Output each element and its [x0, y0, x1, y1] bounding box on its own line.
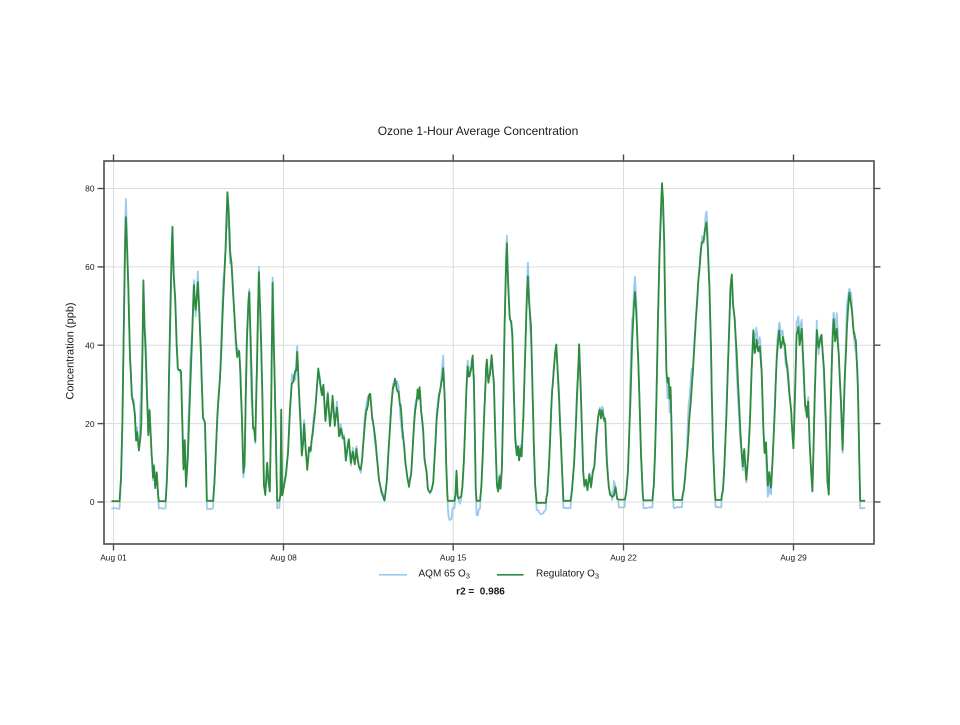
svg-text:20: 20 — [85, 419, 95, 429]
svg-text:Aug 01: Aug 01 — [100, 552, 127, 562]
svg-text:Aug 22: Aug 22 — [610, 552, 637, 562]
svg-text:80: 80 — [85, 184, 95, 194]
svg-text:0: 0 — [90, 497, 95, 507]
svg-text:Aug 29: Aug 29 — [780, 552, 807, 562]
svg-text:Concentration (ppb): Concentration (ppb) — [65, 302, 77, 399]
svg-text:Regulatory O3: Regulatory O3 — [536, 569, 599, 581]
svg-text:Aug 08: Aug 08 — [270, 552, 297, 562]
svg-text:AQM 65 O3: AQM 65 O3 — [419, 569, 470, 581]
svg-text:40: 40 — [85, 340, 95, 350]
svg-text:Aug 15: Aug 15 — [440, 552, 467, 562]
svg-text:60: 60 — [85, 262, 95, 272]
svg-text:Ozone 1-Hour Average Concentra: Ozone 1-Hour Average Concentration — [378, 124, 579, 138]
svg-text:r2 = 0.986: r2 = 0.986 — [456, 587, 505, 598]
